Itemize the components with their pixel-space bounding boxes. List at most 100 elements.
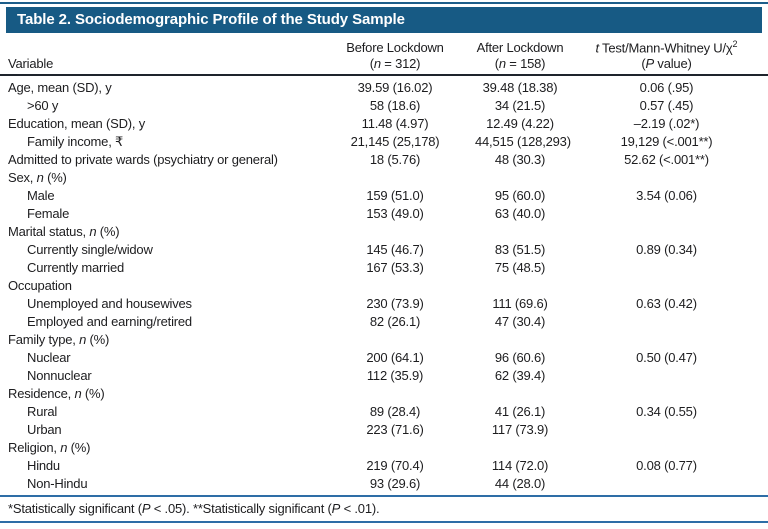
variable-cell: Residence, n (%) <box>8 386 105 402</box>
before-lockdown-cell <box>315 169 475 187</box>
after-lockdown-cell <box>475 169 565 187</box>
variable-cell: Education, mean (SD), y <box>8 116 146 132</box>
sociodemographic-table: Variable Before Lockdown (n = 312) After… <box>0 34 768 493</box>
table-row: Marital status, n (%) <box>0 223 768 241</box>
table-body: Age, mean (SD), y 39.59 (16.02) 39.48 (18.… <box>0 75 768 493</box>
table-row: Currently married 167 (53.3) 75 (48.5) <box>0 259 768 277</box>
variable-cell: Employed and earning/retired <box>27 314 192 330</box>
after-lockdown-cell: 117 (73.9) <box>491 422 549 438</box>
variable-cell: Marital status, n (%) <box>8 224 120 240</box>
test-statistic-cell <box>565 205 768 223</box>
variable-cell: Male <box>27 188 55 204</box>
variable-cell: Female <box>27 206 70 222</box>
test-statistic-cell: 0.89 (0.34) <box>636 242 697 258</box>
variable-cell: Family type, n (%) <box>8 332 110 348</box>
after-lockdown-cell: 34 (21.5) <box>494 98 546 114</box>
after-lockdown-cell <box>475 277 565 295</box>
table-row: Occupation <box>0 277 768 295</box>
table-row: Rural 89 (28.4) 41 (26.1) 0.34 (0.55) <box>0 403 768 421</box>
test-statistic-cell: 0.50 (0.47) <box>636 350 697 366</box>
before-lockdown-cell: 230 (73.9) <box>366 296 424 312</box>
after-lockdown-cell: 62 (39.4) <box>494 368 546 384</box>
test-statistic-cell <box>565 223 768 241</box>
variable-cell: Unemployed and housewives <box>27 296 192 312</box>
after-lockdown-cell: 95 (60.0) <box>494 188 546 204</box>
variable-cell: Urban <box>27 422 62 438</box>
table-row: Female 153 (49.0) 63 (40.0) <box>0 205 768 223</box>
test-statistic-cell <box>565 259 768 277</box>
top-rule <box>0 2 768 4</box>
before-lockdown-cell <box>315 439 475 457</box>
table-row: Non-Hindu 93 (29.6) 44 (28.0) <box>0 475 768 493</box>
table-row: Religion, n (%) <box>0 439 768 457</box>
variable-cell: Sex, n (%) <box>8 170 67 186</box>
test-statistic-cell: 0.08 (0.77) <box>636 458 697 474</box>
column-header-before-lockdown: Before Lockdown (n = 312) <box>315 34 475 77</box>
test-statistic-cell <box>565 439 768 457</box>
table-row: Education, mean (SD), y 11.48 (4.97) 12.49… <box>0 115 768 133</box>
before-lockdown-cell: 93 (29.6) <box>369 476 421 492</box>
before-lockdown-cell: 39.59 (16.02) <box>357 80 433 96</box>
before-lockdown-cell: 11.48 (4.97) <box>361 116 429 132</box>
table-row: Urban 223 (71.6) 117 (73.9) <box>0 421 768 439</box>
test-statistic-cell: 0.34 (0.55) <box>636 404 697 420</box>
test-statistic-cell <box>565 475 768 493</box>
variable-cell: Family income, ₹ <box>27 134 124 150</box>
before-lockdown-cell: 223 (71.6) <box>366 422 424 438</box>
after-lockdown-cell: 48 (30.3) <box>494 152 546 168</box>
variable-cell: Nonnuclear <box>27 368 92 384</box>
after-lockdown-cell: 96 (60.6) <box>494 350 546 366</box>
after-lockdown-cell: 44,515 (128,293) <box>475 134 571 150</box>
variable-cell: Age, mean (SD), y <box>8 80 112 96</box>
header-row: Variable Before Lockdown (n = 312) After… <box>0 34 768 77</box>
variable-cell: Non-Hindu <box>27 476 88 492</box>
before-lockdown-cell: 145 (46.7) <box>366 242 424 258</box>
test-statistic-cell <box>565 277 768 295</box>
test-statistic-cell <box>565 169 768 187</box>
after-lockdown-cell <box>475 223 565 241</box>
column-header-test-statistic: t Test/Mann-Whitney U/χ2 (P value) <box>565 34 768 77</box>
after-lockdown-cell: 41 (26.1) <box>494 404 546 420</box>
test-statistic-cell <box>565 421 768 439</box>
test-statistic-cell <box>565 367 768 385</box>
column-header-variable: Variable <box>0 34 315 77</box>
table-row: Nuclear 200 (64.1) 96 (60.6) 0.50 (0.47) <box>0 349 768 367</box>
variable-cell: Admitted to private wards (psychiatry or… <box>8 152 278 168</box>
variable-cell: Currently single/widow <box>27 242 153 258</box>
variable-cell: Hindu <box>27 458 60 474</box>
test-statistic-cell: –2.19 (.02*) <box>633 116 700 132</box>
table-row: Sex, n (%) <box>0 169 768 187</box>
before-lockdown-cell <box>315 277 475 295</box>
test-statistic-cell: 0.63 (0.42) <box>636 296 697 312</box>
after-lockdown-cell <box>475 385 565 403</box>
before-lockdown-cell: 219 (70.4) <box>366 458 424 474</box>
variable-cell: Currently married <box>27 260 125 276</box>
before-lockdown-cell <box>315 223 475 241</box>
before-lockdown-cell: 167 (53.3) <box>366 260 424 276</box>
before-lockdown-cell: 58 (18.6) <box>369 98 421 114</box>
table-header: Variable Before Lockdown (n = 312) After… <box>0 34 768 77</box>
before-lockdown-cell: 82 (26.1) <box>369 314 421 330</box>
before-lockdown-cell: 21,145 (25,178) <box>350 134 440 150</box>
after-lockdown-cell: 47 (30.4) <box>494 314 546 330</box>
after-lockdown-cell: 44 (28.0) <box>494 476 546 492</box>
table-row: Family type, n (%) <box>0 331 768 349</box>
before-lockdown-cell: 159 (51.0) <box>366 188 424 204</box>
footnote-rule-bottom <box>0 521 768 524</box>
before-lockdown-cell: 153 (49.0) <box>366 206 424 222</box>
before-lockdown-cell: 89 (28.4) <box>369 404 421 420</box>
after-lockdown-cell: 63 (40.0) <box>494 206 546 222</box>
table-row: >60 y 58 (18.6) 34 (21.5) 0.57 (.45) <box>0 97 768 115</box>
after-lockdown-cell <box>475 439 565 457</box>
footnote: *Statistically significant (P < .05). **… <box>8 501 380 517</box>
test-statistic-cell <box>565 313 768 331</box>
table-row: Family income, ₹ 21,145 (25,178) 44,515 (1… <box>0 133 768 151</box>
table-row: Admitted to private wards (psychiatry or… <box>0 151 768 169</box>
table-row: Nonnuclear 112 (35.9) 62 (39.4) <box>0 367 768 385</box>
before-lockdown-cell: 112 (35.9) <box>366 368 424 384</box>
variable-cell: Nuclear <box>27 350 71 366</box>
before-lockdown-cell: 18 (5.76) <box>369 152 421 168</box>
table-row: Employed and earning/retired 82 (26.1) 47 … <box>0 313 768 331</box>
after-lockdown-cell <box>475 331 565 349</box>
